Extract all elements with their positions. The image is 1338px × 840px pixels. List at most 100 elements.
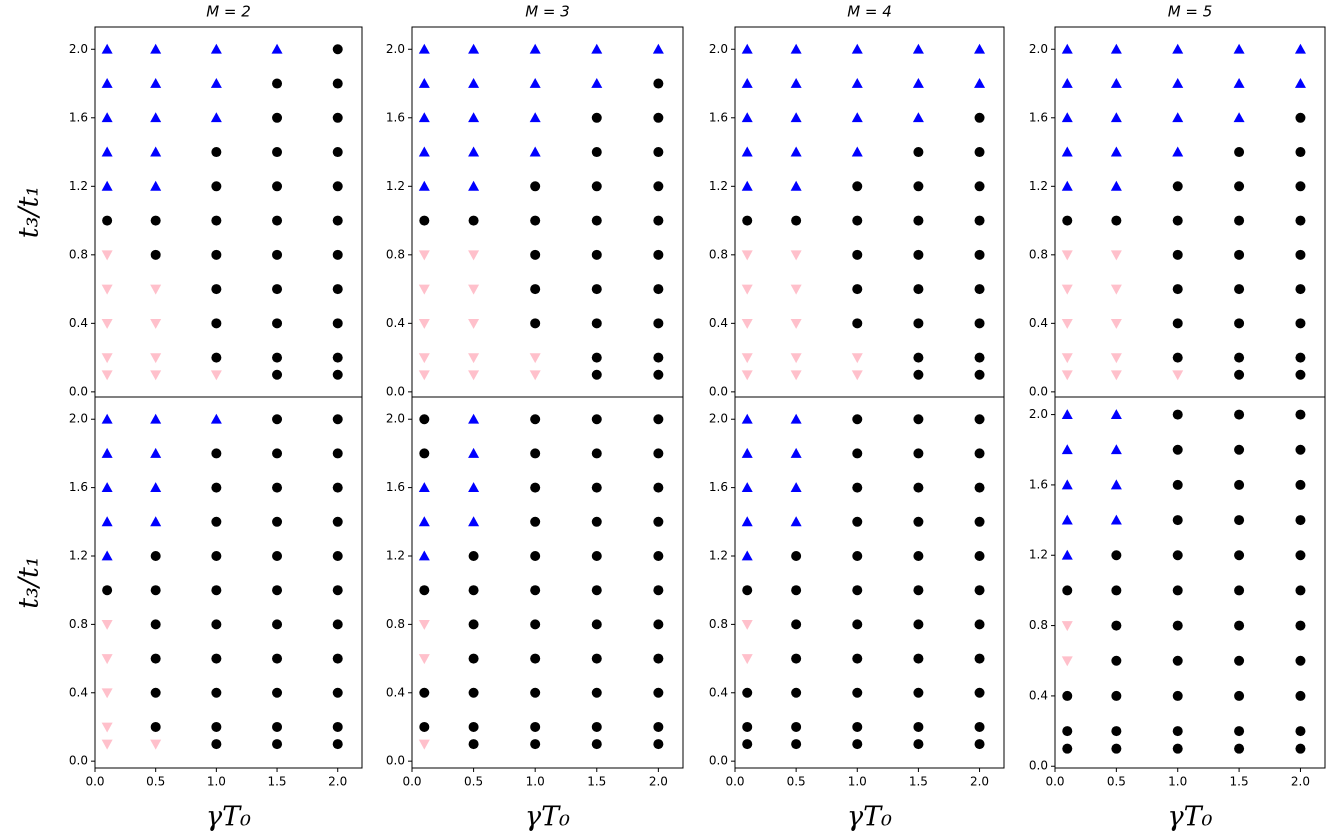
y-tick-label: 0.4 [386, 685, 405, 699]
y-tick-label: 1.2 [69, 179, 88, 193]
point [211, 551, 222, 561]
y-tick-label: 0.0 [1029, 759, 1048, 773]
point [1295, 550, 1306, 561]
point [211, 147, 222, 158]
point [1172, 215, 1183, 226]
point [468, 447, 480, 458]
point [1110, 78, 1122, 88]
point [653, 369, 664, 380]
y-axis-label: t₃/t₁ [14, 186, 45, 238]
point [591, 112, 602, 123]
point [530, 448, 541, 459]
point [791, 739, 802, 750]
point [150, 318, 162, 329]
y-tick-label: 0.0 [69, 754, 88, 768]
point [742, 215, 753, 226]
point [913, 318, 924, 329]
point [1061, 370, 1073, 381]
point [974, 249, 985, 260]
point [591, 215, 602, 226]
point [468, 619, 479, 630]
point [790, 516, 802, 527]
point [653, 414, 664, 425]
point [150, 482, 162, 493]
point [101, 413, 113, 424]
point [741, 482, 753, 493]
point [912, 112, 924, 123]
y-tick-label: 0.0 [69, 384, 88, 398]
point [653, 318, 664, 329]
point [332, 215, 343, 226]
point [974, 739, 985, 750]
point [591, 43, 603, 54]
y-tick-label: 1.6 [709, 480, 728, 494]
point [790, 146, 802, 157]
point [150, 180, 162, 191]
point [653, 215, 664, 226]
point [852, 215, 863, 226]
point [1295, 215, 1306, 226]
point [150, 112, 162, 123]
point [741, 370, 753, 381]
point [791, 585, 802, 596]
point [851, 112, 863, 123]
x-tick-label: 2.0 [649, 775, 668, 789]
point [101, 722, 113, 733]
point [1061, 409, 1073, 419]
point [150, 721, 161, 732]
point [974, 516, 985, 527]
point [1061, 146, 1073, 157]
point [653, 249, 664, 260]
y-tick-label: 0.8 [69, 247, 88, 261]
point [210, 78, 222, 88]
point [272, 653, 283, 664]
point [211, 585, 222, 596]
point [530, 619, 541, 630]
point [741, 284, 753, 295]
point [1295, 444, 1306, 455]
point [468, 482, 480, 493]
point [791, 619, 802, 630]
y-tick-label: 1.2 [386, 179, 405, 193]
point [913, 739, 924, 750]
point [1172, 726, 1183, 737]
x-axis-label: γT₀ [525, 802, 570, 833]
point [271, 43, 283, 54]
point [530, 284, 541, 295]
point [790, 447, 802, 458]
point [1111, 743, 1122, 754]
point [102, 585, 113, 596]
point [591, 78, 603, 88]
y-tick-label: 1.2 [69, 549, 88, 563]
y-tick-label: 2.0 [69, 42, 88, 56]
plot-frame [1054, 396, 1326, 769]
point [1172, 181, 1183, 192]
point [591, 551, 602, 561]
point [1061, 78, 1073, 88]
x-tick-label: 2.0 [970, 775, 989, 789]
plot-area [735, 397, 1004, 768]
point [332, 482, 343, 493]
point [791, 687, 802, 698]
point [419, 721, 430, 732]
point [1110, 318, 1122, 329]
y-tick-label: 0.4 [386, 316, 405, 330]
point [1172, 655, 1183, 666]
y-tick-label: 2.0 [709, 42, 728, 56]
point [1061, 479, 1073, 490]
point [530, 551, 541, 561]
point [529, 146, 541, 157]
point [468, 653, 479, 664]
point [1234, 743, 1245, 754]
point [150, 146, 162, 157]
point [1234, 352, 1245, 363]
y-tick-label: 1.6 [69, 110, 88, 124]
point [150, 284, 162, 295]
point [150, 215, 161, 226]
point [468, 78, 480, 88]
point [1295, 585, 1306, 596]
point [852, 181, 863, 192]
point [591, 147, 602, 158]
point [1172, 318, 1183, 329]
